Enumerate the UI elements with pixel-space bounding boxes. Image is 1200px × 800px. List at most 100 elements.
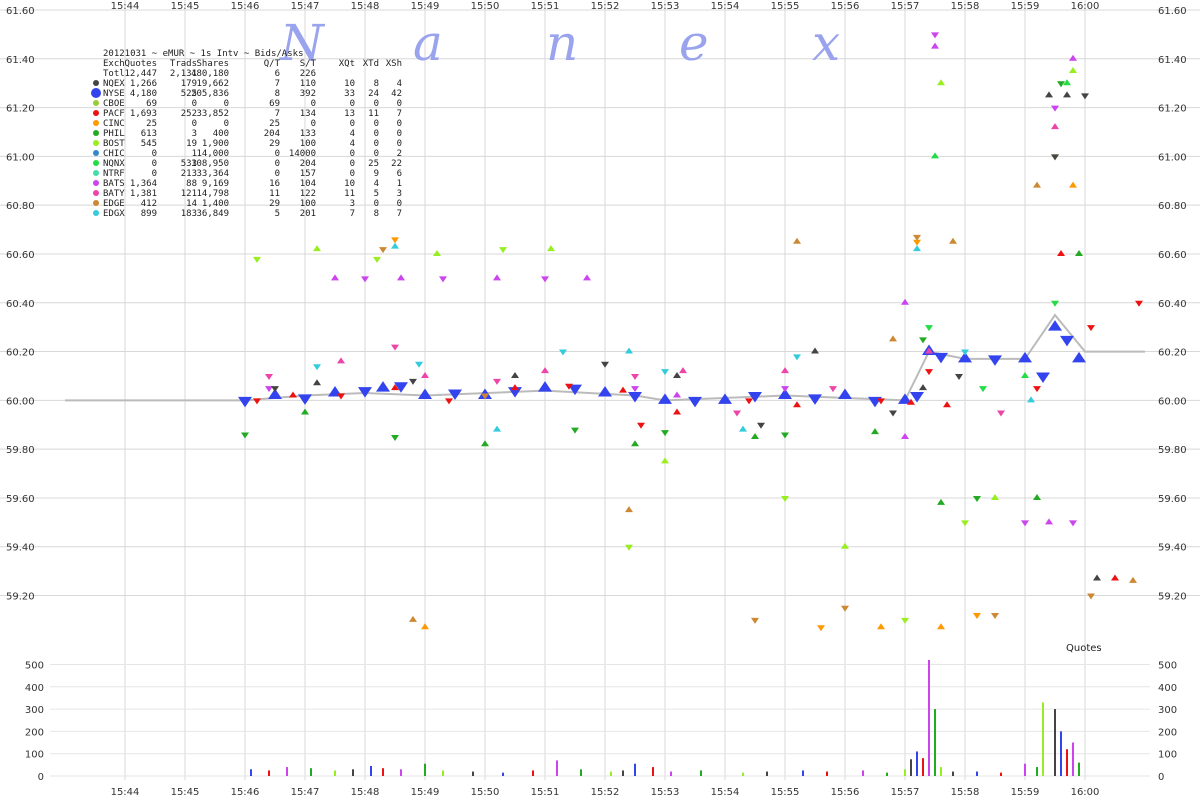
legend-cell: 0 [311,119,316,129]
legend-swatch-pacf [93,110,99,116]
volume-tick-label-left: 300 [25,705,44,716]
legend-header-exch: Exch [103,59,125,69]
legend-cell: 0 [397,139,402,149]
legend-exch-baty: BATY [103,189,125,199]
legend-cell: 24 [368,89,379,99]
quote-mark-pacf [1087,325,1095,332]
legend-cell: 0 [275,149,280,159]
quote-mark-nyse [910,391,924,403]
legend-cell: 7 [350,209,355,219]
quote-mark-bats [1069,520,1077,527]
legend-swatch-edgx [93,210,99,216]
quote-mark-baty [925,347,933,354]
volume-bar [268,770,270,776]
legend-swatch-chic [93,150,99,156]
legend-cell: 33 [344,89,355,99]
volume-bar [826,771,828,776]
quote-mark-pacf [253,398,261,405]
quote-mark-bost [661,457,669,464]
legend-swatch-bats [93,180,99,186]
legend-cell: 29 [269,139,280,149]
y-tick-label-left: 61.40 [6,55,35,66]
volume-bar [952,771,954,776]
volume-bar [1036,767,1038,776]
quote-mark-nyse [958,351,972,363]
legend-cell: 0 [397,99,402,109]
legend-cell: 226 [300,69,316,79]
quote-mark-nqex [1093,574,1101,581]
x-tick-label-top: 16:00 [1071,1,1100,12]
legend-cell: 11 [344,189,355,199]
volume-bar [670,771,672,776]
x-tick-label-top: 15:55 [771,1,800,12]
volume-tick-label-right: 0 [1158,772,1164,783]
quote-mark-baty [541,367,549,374]
quote-mark-bats [331,274,339,281]
quote-mark-nyse [394,382,408,393]
volume-bar [286,767,288,776]
volume-bar [910,759,912,776]
quote-mark-edge [625,506,633,513]
volume-bar [1024,763,1026,776]
quote-mark-nyse [376,381,390,392]
legend-cell: 400 [213,129,229,139]
quote-mark-nyse [988,355,1002,366]
legend-exch-edge: EDGE [103,199,125,209]
legend-cell: 4 [397,79,402,89]
x-tick-label-top: 15:58 [951,1,980,12]
quote-mark-baty [829,386,837,393]
legend-cell: 14,798 [196,189,229,199]
quote-mark-edge [1129,576,1137,583]
quote-mark-nqex [1081,93,1089,100]
quote-mark-nyse [358,387,372,398]
quote-mark-phil [571,427,579,434]
quote-mark-phil [781,432,789,439]
quote-mark-nyse [934,352,948,364]
legend-cell: 9,169 [202,179,229,189]
legend-cell: 100 [300,139,316,149]
x-tick-label-top: 15:49 [411,1,440,12]
legend-swatch-ntrf [93,170,99,176]
volume-bar [766,771,768,776]
legend-cell: 0 [192,119,197,129]
quote-mark-bats [397,274,405,281]
quote-mark-pacf [1111,574,1119,581]
quote-mark-phil [631,440,639,447]
x-tick-label-bottom: 15:46 [231,787,260,798]
quote-mark-nqnx [1021,371,1029,378]
quote-mark-nyse [568,384,582,396]
y-tick-label-left: 61.20 [6,104,35,115]
legend-cell: 5 [275,209,280,219]
quote-mark-edgx [415,361,423,368]
legend-exch-cinc: CINC [103,119,125,129]
quote-mark-baty [493,378,501,385]
volume-tick-label-right: 100 [1158,750,1177,761]
quote-mark-bats [583,274,591,281]
legend-exch-nqex: NQEX [103,79,125,89]
volume-tick-label-left: 500 [25,660,44,671]
quote-mark-edgx [1027,396,1035,403]
quote-mark-pacf [877,398,885,405]
quote-mark-nyse [448,389,462,401]
quote-mark-edgx [739,425,747,432]
quote-mark-baty [1051,123,1059,130]
quote-mark-pacf [445,398,453,405]
quote-mark-bost [433,249,441,256]
quote-mark-bost [313,245,321,252]
quote-mark-nqex [601,361,609,368]
quote-mark-cinc [391,237,399,244]
quote-mark-bats [361,276,369,283]
quote-mark-nyse [1072,351,1086,363]
watermark-letter: x [812,14,840,72]
quote-mark-baty [631,373,639,380]
x-tick-label-bottom: 15:58 [951,787,980,798]
legend-cell: 0 [397,129,402,139]
x-tick-label-bottom: 15:55 [771,787,800,798]
legend-cell: 25 [368,159,379,169]
legend-cell: 0 [374,119,379,129]
y-tick-label-left: 60.00 [6,396,35,407]
quote-mark-bost [937,79,945,86]
quote-mark-nyse [838,388,852,399]
legend-cell: 4 [350,129,355,139]
quote-mark-nqnx [931,152,939,159]
